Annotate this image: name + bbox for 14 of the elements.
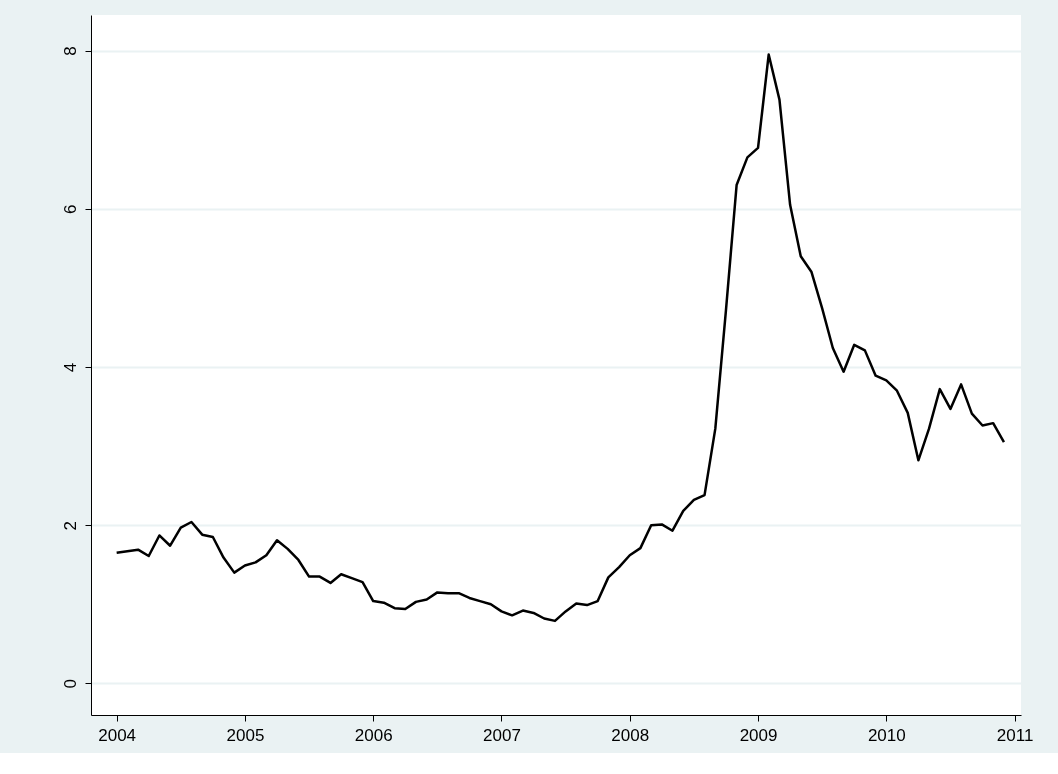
y-tick-label: 0 <box>60 679 80 689</box>
x-tick-label: 2006 <box>354 725 393 745</box>
y-tick-label: 6 <box>60 204 80 215</box>
y-tick-label: 2 <box>60 520 80 531</box>
x-tick-label: 2009 <box>739 725 778 745</box>
y-tick-label: 8 <box>60 46 80 56</box>
x-tick-label: 2005 <box>226 725 265 745</box>
line-series <box>115 53 1006 623</box>
x-tick-label: 2007 <box>483 725 521 745</box>
x-tick-label: 2011 <box>996 725 1034 745</box>
x-tick-label: 2004 <box>98 725 137 745</box>
x-tick-label: 2010 <box>867 725 906 745</box>
y-tick-label: 4 <box>60 362 80 373</box>
x-tick-label: 2008 <box>611 725 650 745</box>
